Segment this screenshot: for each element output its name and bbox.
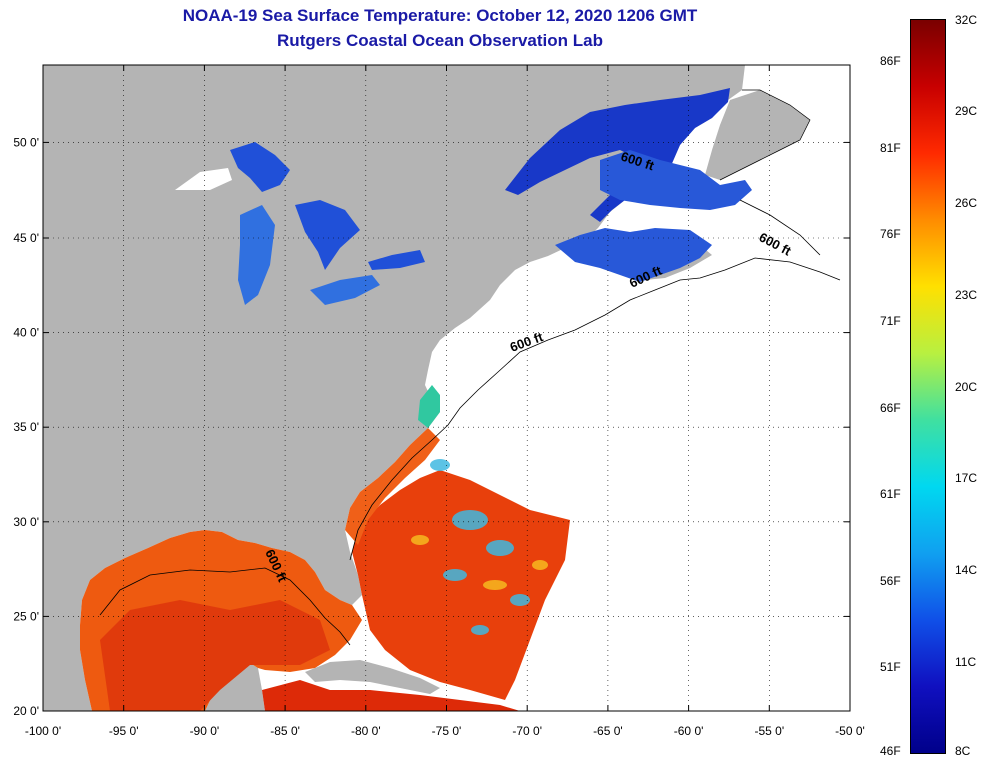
latitude-tick-label: 20 0' xyxy=(13,704,39,718)
map-plot-area: 600 ft 600 ft 600 ft 600 ft 600 ft xyxy=(43,65,850,711)
colorbar-celsius-label: 11C xyxy=(955,655,977,670)
latitude-tick-label: 40 0' xyxy=(13,326,39,340)
longitude-tick-label: -60 0' xyxy=(674,724,704,738)
land-cuba xyxy=(305,660,440,694)
colorbar-celsius-label: 23C xyxy=(955,287,978,302)
land-yucatan xyxy=(205,660,265,711)
sst-gulf-of-maine xyxy=(555,228,712,282)
longitude-tick-label: -80 0' xyxy=(351,724,381,738)
sst-gulf-of-st-lawrence xyxy=(505,88,730,222)
colorbar-celsius-label: 14C xyxy=(955,563,978,578)
sst-atlantic-warm xyxy=(352,470,570,700)
colorbar-celsius-label: 32C xyxy=(955,13,978,27)
longitude-labels: -100 0' -95 0' -90 0' -85 0' -80 0' -75 0' -70… xyxy=(25,724,865,738)
sst-nova-scotia-shelf xyxy=(600,150,752,210)
colorbar-celsius-label: 29C xyxy=(955,103,978,118)
latitude-labels: 50 0' 45 0' 40 0' 35 0' 30 0' 25 0' 20 0' xyxy=(13,135,39,718)
isobath-600ft xyxy=(99,199,841,646)
longitude-tick-label: -75 0' xyxy=(432,724,462,738)
land-newfoundland xyxy=(705,90,810,180)
colorbar-celsius-label: 8C xyxy=(955,744,971,758)
sst-cool-patches xyxy=(430,459,530,635)
colorbar-celsius-label: 17C xyxy=(955,471,978,486)
colorbar xyxy=(910,19,946,754)
colorbar-fahrenheit-label: 81F xyxy=(880,140,901,155)
longitude-tick-label: -85 0' xyxy=(270,724,300,738)
colorbar-fahrenheit-label: 66F xyxy=(880,400,901,415)
colorbar-fahrenheit-label: 86F xyxy=(880,54,901,68)
sst-caribbean xyxy=(262,680,520,711)
colorbar-celsius-label: 26C xyxy=(955,195,978,210)
longitude-tick-label: -90 0' xyxy=(190,724,220,738)
latitude-tick-label: 35 0' xyxy=(13,420,39,434)
colorbar-celsius-label: 20C xyxy=(955,379,978,394)
longitude-tick-label: -55 0' xyxy=(754,724,784,738)
colorbar-fahrenheit-label: 71F xyxy=(880,313,901,328)
axis-ticks xyxy=(42,65,851,712)
sst-gulf-warm-patch xyxy=(100,600,330,711)
map-subtitle: Rutgers Coastal Ocean Observation Lab xyxy=(277,31,603,50)
colorbar-fahrenheit-label: 56F xyxy=(880,573,901,588)
latitude-tick-label: 45 0' xyxy=(13,231,39,245)
longitude-tick-label: -50 0' xyxy=(835,724,865,738)
sst-mid-atlantic-coast xyxy=(418,385,440,428)
sst-gulf-stream xyxy=(345,428,440,545)
map-title: NOAA-19 Sea Surface Temperature: October… xyxy=(182,6,698,25)
great-lakes xyxy=(175,142,425,305)
coastline-ne xyxy=(719,89,811,181)
longitude-tick-label: -70 0' xyxy=(512,724,542,738)
land-mass xyxy=(43,65,745,711)
latitude-tick-label: 50 0' xyxy=(13,135,39,149)
colorbar-fahrenheit-label: 51F xyxy=(880,660,901,675)
latitude-tick-label: 30 0' xyxy=(13,515,39,529)
colorbar-fahrenheit-label: 61F xyxy=(880,487,901,502)
colorbar-fahrenheit-label: 46F xyxy=(880,744,901,758)
longitude-tick-label: -65 0' xyxy=(593,724,623,738)
sst-mild-patches xyxy=(411,535,548,590)
colorbar-fahrenheit-label: 76F xyxy=(880,227,901,242)
longitude-tick-label: -95 0' xyxy=(109,724,139,738)
longitude-tick-label: -100 0' xyxy=(25,724,61,738)
latitude-tick-label: 25 0' xyxy=(13,609,39,623)
